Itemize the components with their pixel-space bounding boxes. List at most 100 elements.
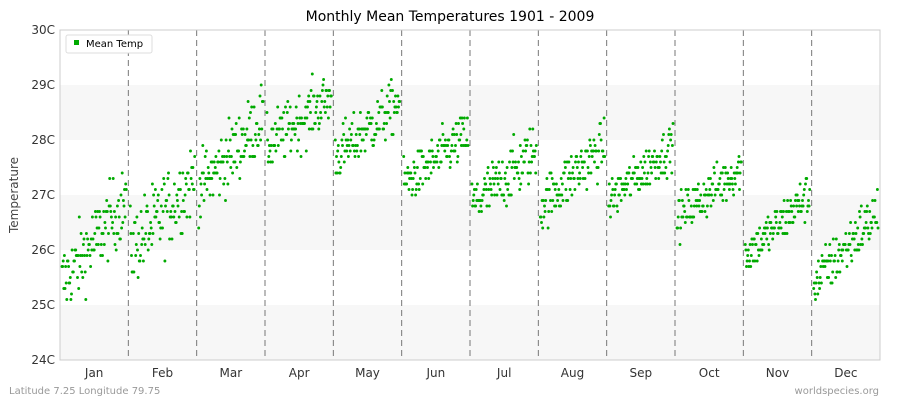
data-point bbox=[857, 248, 861, 252]
data-point bbox=[374, 133, 378, 136]
data-point bbox=[238, 177, 242, 180]
data-point bbox=[670, 171, 674, 175]
data-point bbox=[429, 171, 433, 175]
data-point bbox=[603, 155, 607, 158]
data-point bbox=[177, 215, 181, 219]
data-point bbox=[698, 199, 702, 202]
data-point bbox=[357, 155, 361, 158]
data-point bbox=[325, 89, 329, 92]
legend-box bbox=[65, 34, 153, 54]
data-point bbox=[662, 133, 665, 136]
data-point bbox=[137, 232, 141, 235]
data-point bbox=[230, 127, 234, 131]
data-point bbox=[735, 166, 739, 169]
data-point bbox=[76, 254, 80, 257]
data-point bbox=[350, 122, 354, 125]
data-point bbox=[285, 133, 289, 136]
data-point bbox=[477, 210, 481, 213]
data-point bbox=[648, 160, 652, 164]
data-point bbox=[247, 138, 251, 142]
data-point bbox=[158, 237, 162, 241]
data-point bbox=[795, 193, 799, 197]
data-point bbox=[418, 177, 422, 180]
data-point bbox=[803, 221, 807, 224]
data-point bbox=[172, 215, 176, 219]
data-point bbox=[754, 243, 758, 246]
data-point bbox=[796, 210, 800, 213]
data-point bbox=[817, 281, 821, 285]
data-point bbox=[755, 259, 759, 263]
data-point bbox=[320, 100, 324, 103]
data-point bbox=[549, 199, 552, 202]
data-point bbox=[487, 204, 491, 208]
data-point bbox=[875, 188, 879, 191]
data-point bbox=[115, 204, 119, 208]
data-point bbox=[61, 265, 65, 268]
data-point bbox=[208, 193, 212, 197]
data-point bbox=[695, 204, 699, 208]
data-point bbox=[107, 232, 110, 235]
data-point bbox=[259, 138, 263, 142]
data-point bbox=[434, 155, 438, 158]
data-point bbox=[566, 177, 570, 180]
data-point bbox=[517, 160, 520, 164]
data-point bbox=[116, 232, 120, 235]
data-point bbox=[312, 94, 316, 98]
data-point bbox=[91, 237, 95, 241]
data-point bbox=[190, 182, 194, 186]
data-point bbox=[86, 237, 90, 241]
data-point bbox=[814, 298, 817, 301]
data-point bbox=[152, 204, 156, 208]
data-point bbox=[316, 116, 320, 120]
data-point bbox=[352, 111, 356, 114]
data-point bbox=[739, 160, 743, 164]
data-point bbox=[303, 122, 306, 125]
data-point bbox=[323, 111, 327, 114]
data-point bbox=[388, 100, 391, 103]
data-point bbox=[281, 138, 285, 142]
data-point bbox=[641, 182, 645, 186]
data-point bbox=[256, 144, 260, 147]
data-point bbox=[785, 232, 789, 235]
y-tick-label: 24C bbox=[31, 353, 55, 367]
data-point bbox=[517, 177, 521, 180]
data-point bbox=[676, 226, 680, 230]
data-point bbox=[669, 133, 673, 136]
data-point bbox=[154, 215, 158, 219]
data-point bbox=[666, 149, 670, 153]
data-point bbox=[346, 138, 350, 142]
data-point bbox=[328, 89, 331, 92]
data-point bbox=[676, 215, 680, 219]
data-point bbox=[109, 215, 113, 219]
data-point bbox=[249, 111, 252, 114]
data-point bbox=[497, 171, 501, 175]
data-point bbox=[355, 144, 359, 147]
data-point bbox=[394, 105, 398, 109]
data-point bbox=[753, 259, 757, 263]
data-point bbox=[758, 226, 762, 230]
data-point bbox=[836, 270, 839, 274]
data-point bbox=[453, 149, 457, 153]
data-point bbox=[549, 171, 553, 175]
data-point bbox=[818, 287, 822, 290]
data-point bbox=[314, 105, 318, 109]
data-point bbox=[112, 210, 116, 213]
data-point bbox=[224, 199, 227, 202]
x-axis-ticks: Jan Feb Mar Apr May Jun Jul Aug Sep Oct Nov Dec bbox=[84, 366, 858, 380]
data-point bbox=[578, 177, 582, 180]
data-point bbox=[105, 210, 109, 213]
data-point bbox=[169, 210, 173, 213]
data-point bbox=[795, 204, 799, 208]
data-point bbox=[297, 94, 301, 98]
data-point bbox=[827, 276, 831, 279]
data-point bbox=[683, 210, 687, 213]
data-point bbox=[873, 199, 877, 202]
data-point bbox=[578, 171, 582, 175]
data-point bbox=[447, 138, 451, 142]
data-point bbox=[346, 155, 350, 158]
data-point bbox=[519, 155, 523, 158]
data-point bbox=[306, 105, 309, 109]
data-point bbox=[797, 199, 801, 202]
data-point bbox=[424, 177, 428, 180]
data-point bbox=[105, 199, 109, 202]
